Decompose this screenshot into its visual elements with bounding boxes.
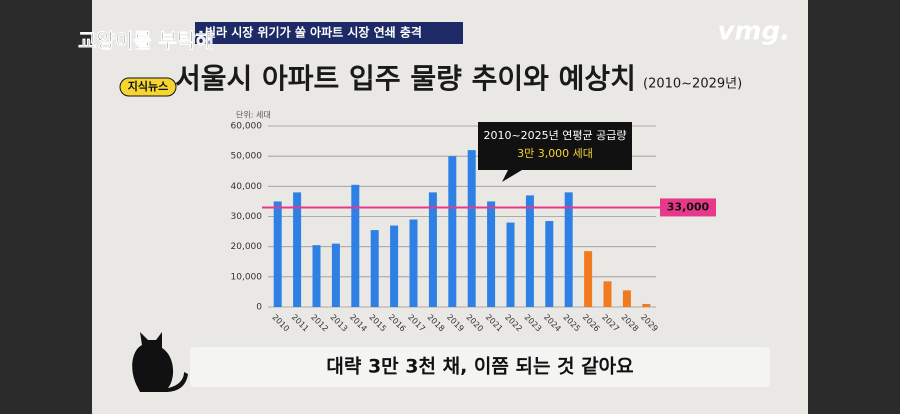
bar xyxy=(293,192,302,307)
bar xyxy=(409,219,418,307)
y-tick-label: 50,000 xyxy=(231,152,263,162)
bar xyxy=(545,221,554,307)
banner: 빌라 시장 위기가 쏠 아파트 시장 연쇄 충격 xyxy=(205,25,422,40)
bar xyxy=(273,201,282,307)
caption: 대략 3만 3천 채, 이쯤 되는 것 같아요 xyxy=(326,356,633,378)
annotation-box xyxy=(478,122,632,182)
bar xyxy=(312,245,321,307)
unit-label: 단위: 세대 xyxy=(236,110,271,120)
bar xyxy=(564,192,573,307)
annotation-text: 3만 3,000 세대 xyxy=(517,147,593,160)
chart-title: 서울시 아파트 입주 물량 추이와 예상치 xyxy=(175,62,636,95)
y-tick-label: 0 xyxy=(256,303,262,313)
bar xyxy=(448,156,457,307)
bar xyxy=(603,281,612,307)
bar xyxy=(428,192,437,307)
bar xyxy=(487,201,496,307)
logo: 교양이를 부탁해 xyxy=(78,29,214,53)
bar xyxy=(642,303,651,307)
bar xyxy=(622,290,631,307)
bar xyxy=(584,251,593,307)
y-tick-label: 40,000 xyxy=(231,182,263,192)
chart-subtitle: (2010~2029년) xyxy=(643,77,742,92)
bar xyxy=(467,150,476,307)
bar xyxy=(525,195,534,307)
bar xyxy=(331,243,340,307)
logo-tag: 지식뉴스 xyxy=(128,79,168,93)
bar xyxy=(370,230,379,307)
logo-tag-bg xyxy=(119,77,177,97)
caption-bg xyxy=(190,347,770,387)
reference-label-bg xyxy=(660,198,716,217)
brand: vmg. xyxy=(717,17,790,47)
bar xyxy=(506,222,515,307)
banner-bg xyxy=(195,22,463,44)
bar xyxy=(351,184,360,307)
y-tick-label: 60,000 xyxy=(231,122,263,132)
y-tick-label: 30,000 xyxy=(231,212,263,222)
cat-icon xyxy=(132,332,188,392)
y-tick-label: 10,000 xyxy=(231,272,263,282)
annotation-text: 2010~2025년 연평균 공급량 xyxy=(483,129,626,142)
y-tick-label: 20,000 xyxy=(231,242,263,252)
reference-label: 33,000 xyxy=(667,200,710,213)
bar xyxy=(390,225,399,307)
